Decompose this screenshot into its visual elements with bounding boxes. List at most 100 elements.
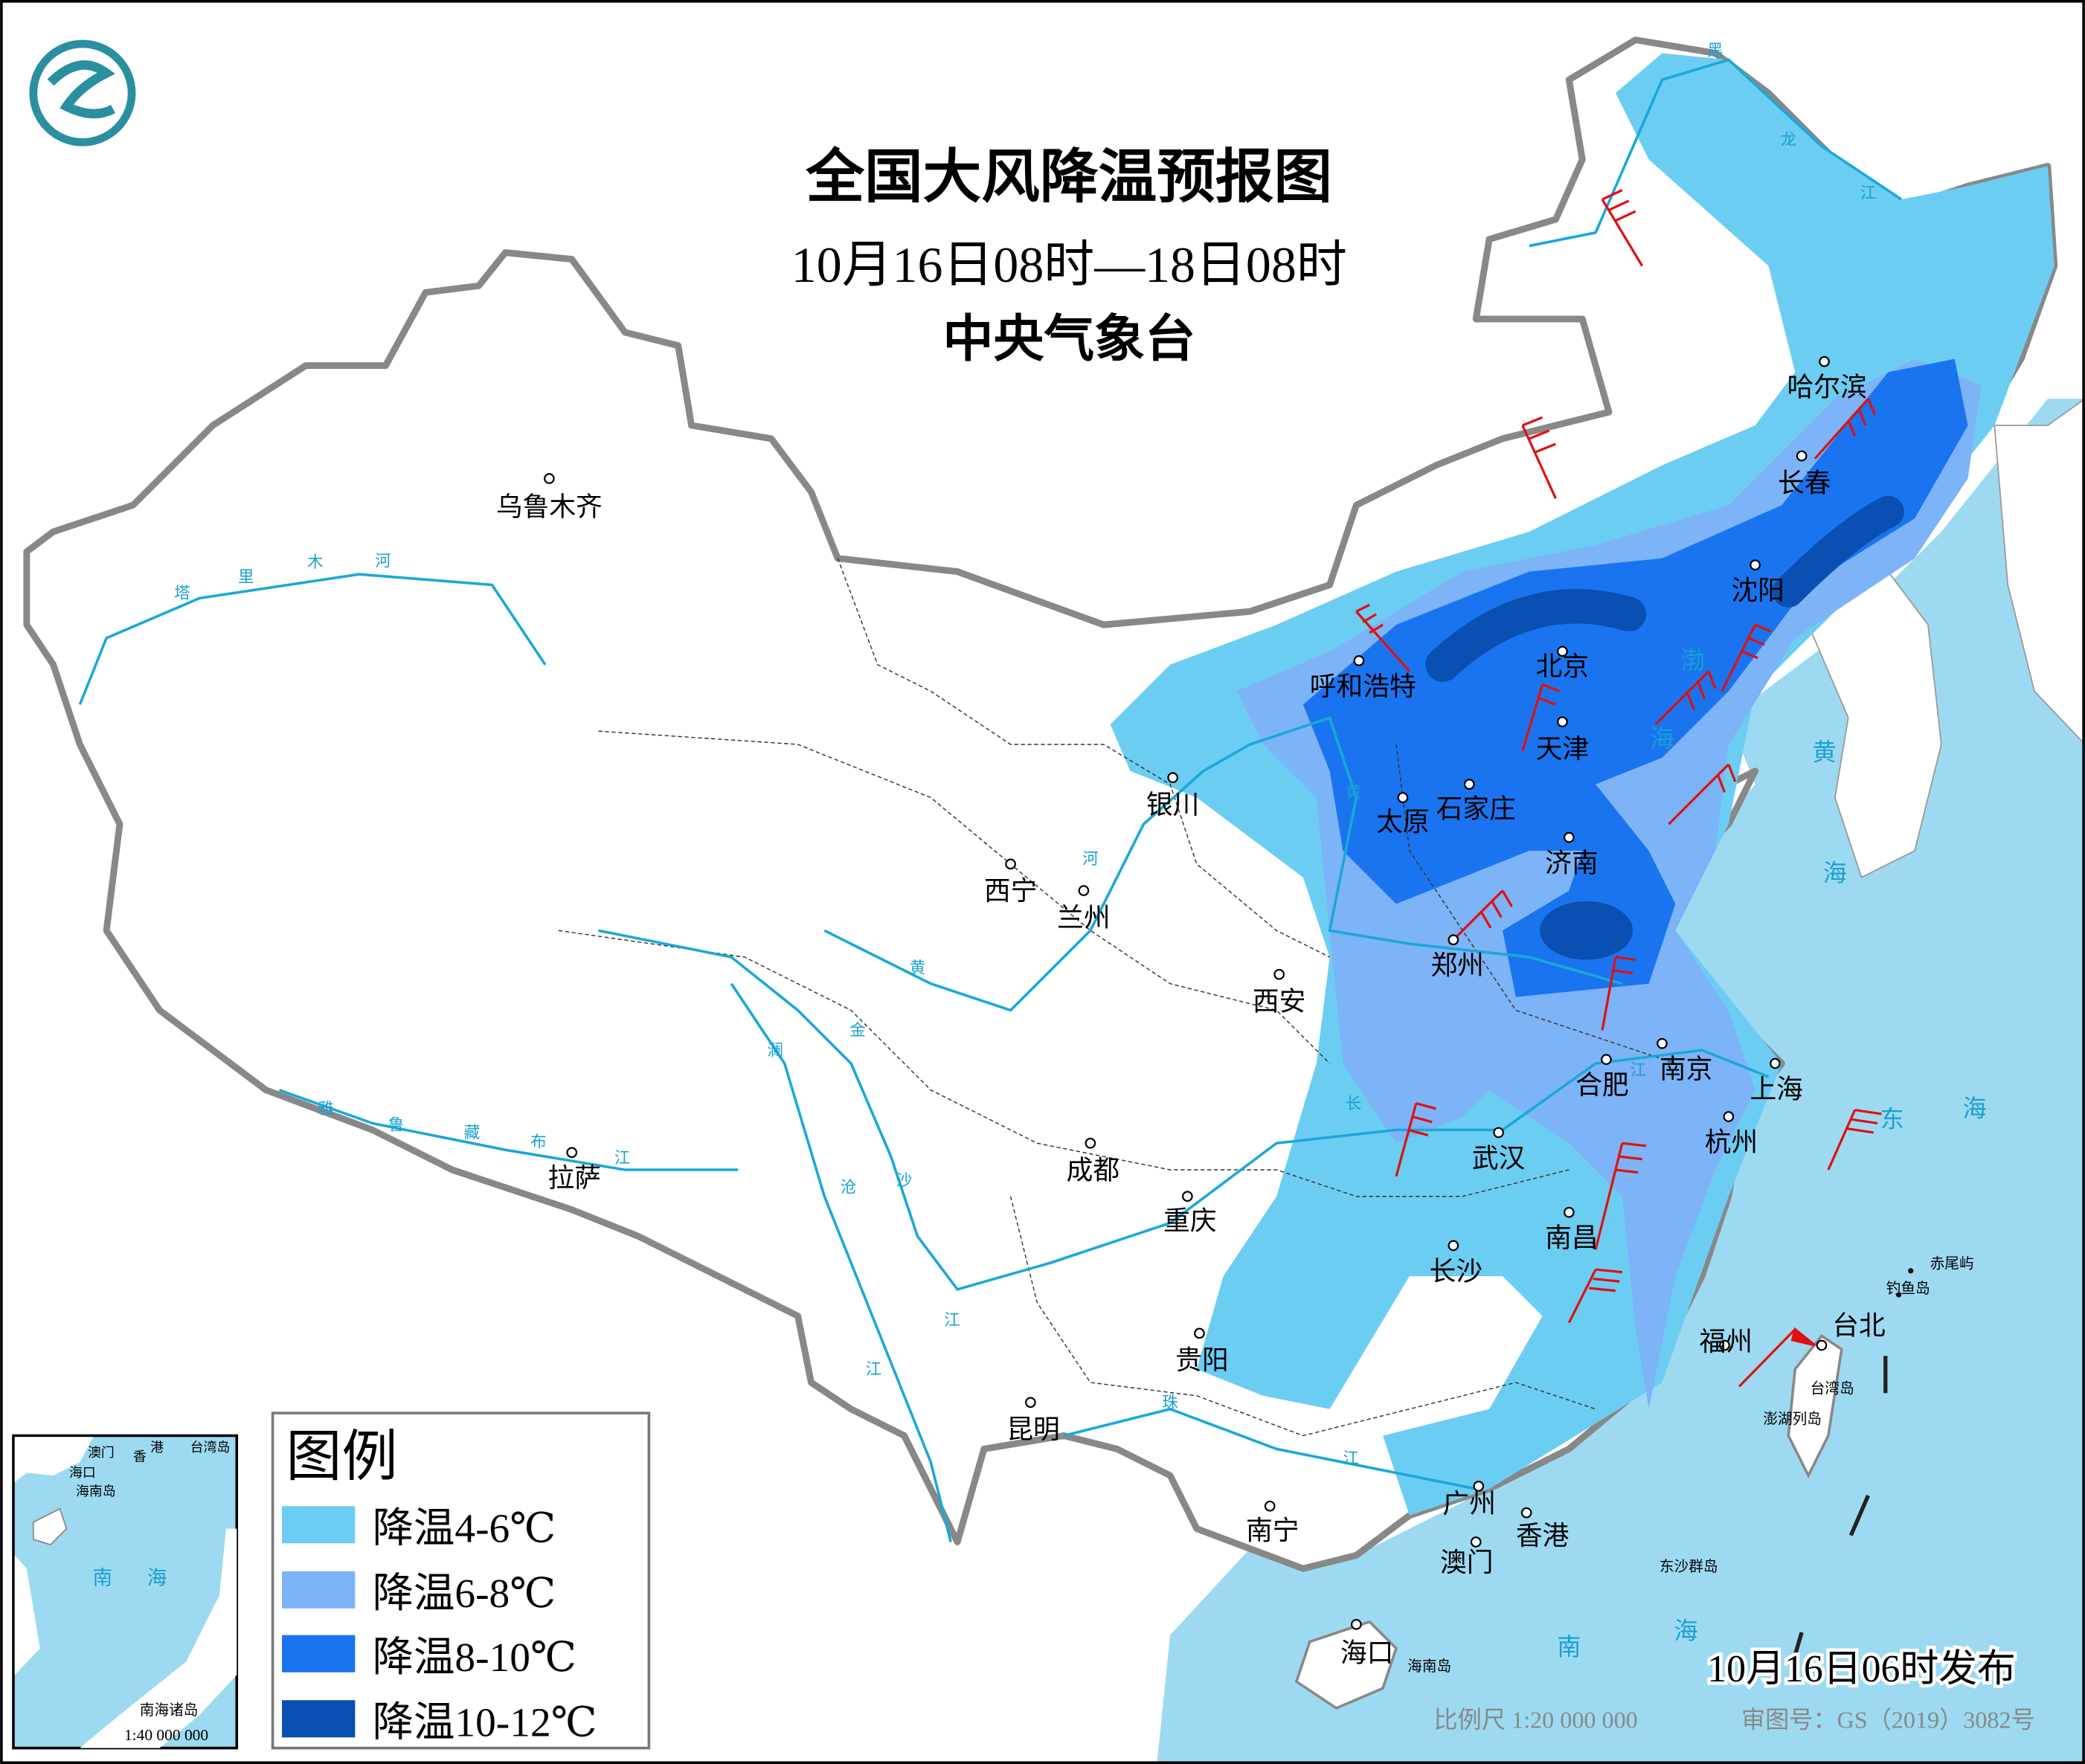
island-label: 东沙群岛 (1660, 1558, 1718, 1575)
sea-label: 海 (1650, 725, 1674, 753)
map-subtitle: 10月16日08时—18日08时 (791, 236, 1347, 293)
legend-swatch (282, 1700, 356, 1738)
city-dot-icon (1448, 934, 1459, 946)
wind-barb (1668, 763, 1737, 825)
inset-label: 港 (150, 1440, 164, 1455)
sea-label: 东 (1880, 1105, 1904, 1133)
river-label: 木 (307, 553, 323, 572)
city-dot-icon (1520, 1507, 1532, 1519)
city-dot-icon (1719, 1339, 1730, 1351)
city-label: 兰州 (1057, 903, 1110, 933)
wind-barb (1827, 1108, 1882, 1171)
wind-barb (1521, 683, 1561, 752)
city-dot-icon (1182, 1191, 1193, 1203)
city-label: 福州 (1700, 1327, 1753, 1357)
city-dot-icon (566, 1147, 578, 1159)
city-dot-icon (1470, 1536, 1482, 1548)
island-labels: 赤尾屿 钓鱼岛 台湾岛 澎湖列岛 东沙群岛 海南岛 (1407, 1255, 1973, 1675)
zone-cool-10-12 (1425, 495, 1904, 960)
city-dot-icon (1816, 1339, 1828, 1351)
city-label: 南宁 (1246, 1516, 1299, 1546)
city-dot-icon (1005, 858, 1016, 870)
legend-label: 降温10-12℃ (373, 1699, 597, 1745)
city-label: 上海 (1750, 1074, 1802, 1104)
city-dot-icon (1657, 1037, 1668, 1049)
island-label: 钓鱼岛 (1886, 1280, 1930, 1297)
river-label: 澜 (767, 1041, 783, 1060)
city-label: 海口 (1340, 1638, 1393, 1668)
logo-cma (29, 39, 136, 147)
wind-barb (1738, 1327, 1816, 1388)
wind-barb (1654, 670, 1717, 726)
city-label: 澳门 (1440, 1548, 1493, 1578)
city-label: 广州 (1443, 1489, 1496, 1519)
wind-barb (1813, 398, 1876, 460)
river-label: 龙 (1781, 131, 1796, 149)
inset-label: 澳门 (88, 1445, 115, 1461)
city-dot-icon (1085, 1137, 1096, 1149)
city-dot-icon (544, 473, 555, 484)
city-label: 南昌 (1545, 1223, 1598, 1254)
city-dot-icon (1723, 1111, 1735, 1122)
city-label: 西宁 (984, 876, 1037, 907)
river-label: 江 (1343, 1449, 1358, 1468)
province-borders (558, 558, 1676, 1437)
city-dot-icon (1473, 1481, 1485, 1492)
city-dot-icon (1448, 1240, 1459, 1252)
river-label: 沙 (896, 1171, 912, 1190)
city-dot-icon (1264, 1500, 1276, 1512)
city-label: 石家庄 (1436, 794, 1516, 824)
wind-barbs (1355, 189, 1882, 1388)
river-label: 黄 (910, 959, 925, 977)
city-dot-icon (1601, 1054, 1612, 1065)
river-label: 江 (1631, 1061, 1646, 1080)
inset-label: 香 (133, 1449, 147, 1464)
sea-label: 海 (1674, 1617, 1698, 1645)
city-label: 太原 (1376, 807, 1429, 837)
map-approval-number: 审图号：GS（2019）3082号 (1741, 1707, 2035, 1734)
inset-label: 台湾岛 (190, 1440, 231, 1455)
city-label: 天津 (1536, 734, 1589, 764)
city-label: 银川 (1146, 790, 1199, 820)
river-label: 布 (530, 1133, 546, 1152)
city-label: 济南 (1545, 849, 1598, 879)
city-dot-icon (1353, 655, 1365, 666)
city-label: 香港 (1516, 1521, 1570, 1551)
legend-swatch (282, 1571, 356, 1609)
city-dot-icon (1796, 450, 1808, 462)
wind-barb (1594, 1142, 1647, 1250)
city-label: 杭州 (1705, 1127, 1758, 1158)
river-label: 河 (1082, 850, 1098, 869)
river-label: 河 (375, 552, 391, 570)
legend-label: 降温8-10℃ (373, 1635, 576, 1680)
legend-swatch (282, 1635, 356, 1673)
river-label: 珠 (1162, 1394, 1178, 1412)
city-dot-icon (1273, 968, 1285, 980)
river-labels: 塔 里 木 河 雅 鲁 藏 布 江 黄 河 黄 金 沙 澜 沧 江 江 长 江 … (174, 42, 1876, 1468)
city-label: 武汉 (1472, 1143, 1525, 1174)
wind-barb (1355, 603, 1411, 672)
city-label: 北京 (1536, 651, 1589, 682)
city-dot-icon (1397, 792, 1409, 803)
zone-cool-8-10 (1302, 358, 1968, 997)
sea-label: 黄 (1812, 738, 1836, 766)
city-dot-icon (1557, 646, 1568, 657)
inset-label: 海口 (69, 1465, 96, 1481)
city-dot-icon (1463, 779, 1475, 790)
inset-label: 南海诸岛 (140, 1702, 199, 1719)
river-label: 长 (1346, 1095, 1361, 1113)
river-label: 雅 (318, 1100, 333, 1118)
wind-barb (1395, 1102, 1437, 1177)
city-dot-icon (1557, 716, 1568, 727)
city-dot-icon (1493, 1127, 1504, 1139)
taiwan-island (1787, 1334, 1843, 1479)
sea-label: 海 (1823, 859, 1847, 887)
city-dot-icon (1770, 1058, 1781, 1069)
island-label: 澎湖列岛 (1763, 1410, 1822, 1427)
sea-label: 南 (1557, 1632, 1581, 1661)
rivers (78, 58, 1903, 1542)
river-label: 金 (849, 1021, 865, 1040)
city-label: 西安 (1253, 986, 1305, 1017)
inset-scale: 1:40 000 000 (124, 1726, 208, 1744)
